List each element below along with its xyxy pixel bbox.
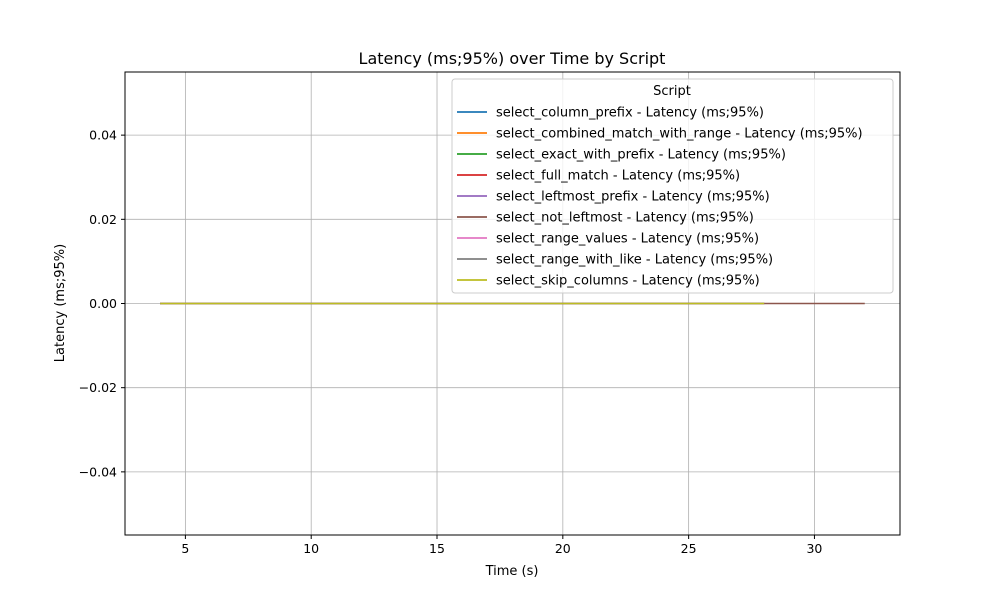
- legend-entry: select_full_match - Latency (ms;95%): [496, 169, 740, 184]
- legend-entry: select_range_values - Latency (ms;95%): [496, 232, 759, 247]
- x-axis-label: Time (s): [485, 564, 539, 579]
- y-axis-label: Latency (ms;95%): [53, 244, 68, 362]
- x-tick-label: 10: [303, 541, 319, 556]
- legend-entry: select_exact_with_prefix - Latency (ms;9…: [496, 148, 786, 163]
- x-tick-label: 15: [429, 541, 445, 556]
- x-axis-ticks: 5 10 15 20 25 30: [181, 535, 822, 556]
- legend-entry: select_column_prefix - Latency (ms;95%): [496, 106, 764, 121]
- legend: Script select_column_prefix - Latency (m…: [451, 78, 894, 294]
- x-tick-label: 5: [181, 541, 189, 556]
- x-tick-label: 25: [681, 541, 697, 556]
- legend-title: Script: [653, 84, 691, 99]
- y-tick-label: 0.00: [89, 296, 117, 311]
- y-tick-label: 0.04: [89, 128, 117, 143]
- y-tick-label: −0.04: [79, 464, 117, 479]
- x-tick-label: 20: [555, 541, 571, 556]
- x-tick-label: 30: [806, 541, 822, 556]
- y-axis-ticks: −0.04 −0.02 0.00 0.02 0.04: [79, 128, 125, 479]
- y-tick-label: 0.02: [89, 212, 117, 227]
- legend-box: [451, 78, 894, 294]
- chart-title: Latency (ms;95%) over Time by Script: [359, 49, 666, 68]
- legend-entry: select_skip_columns - Latency (ms;95%): [496, 274, 760, 289]
- legend-entry: select_combined_match_with_range - Laten…: [496, 127, 863, 142]
- legend-entry: select_not_leftmost - Latency (ms;95%): [496, 211, 754, 226]
- legend-entry: select_range_with_like - Latency (ms;95%…: [496, 253, 773, 268]
- y-tick-label: −0.02: [79, 380, 117, 395]
- legend-entry: select_leftmost_prefix - Latency (ms;95%…: [496, 190, 770, 205]
